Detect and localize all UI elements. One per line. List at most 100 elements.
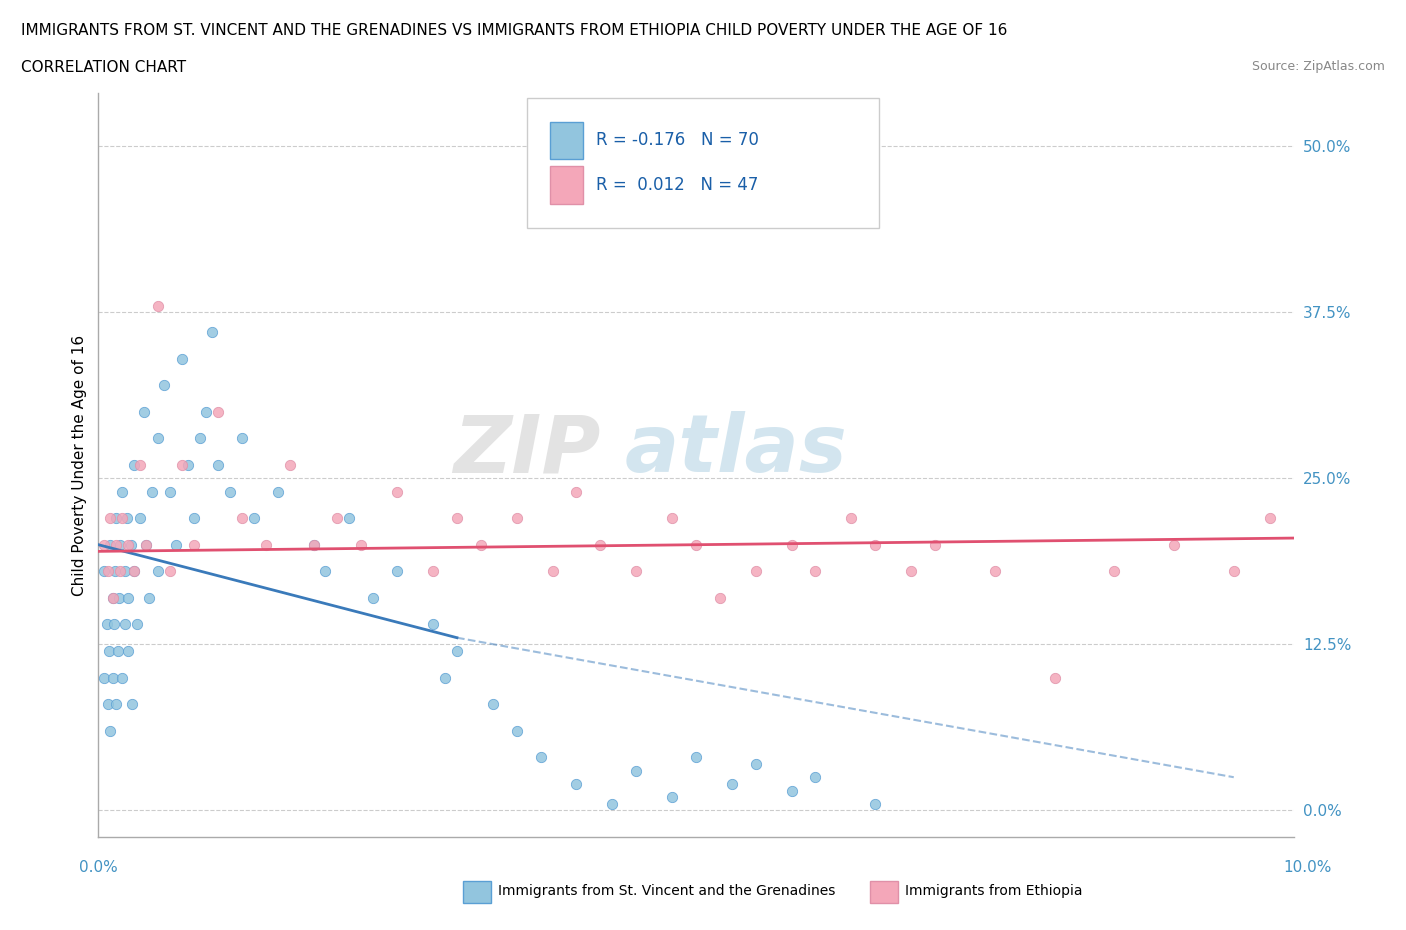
Text: 0.0%: 0.0% bbox=[79, 860, 118, 875]
Point bbox=[350, 538, 373, 552]
Point bbox=[589, 538, 612, 552]
Point bbox=[105, 697, 128, 711]
Point bbox=[302, 538, 325, 552]
Point bbox=[148, 299, 170, 313]
Point bbox=[120, 538, 142, 552]
Point bbox=[101, 671, 124, 685]
Point bbox=[626, 764, 648, 778]
Point bbox=[1223, 564, 1246, 578]
Text: 10.0%: 10.0% bbox=[1284, 860, 1331, 875]
Point bbox=[172, 458, 194, 472]
Point bbox=[132, 405, 155, 419]
Point bbox=[302, 538, 325, 552]
Point bbox=[315, 564, 337, 578]
Point bbox=[541, 564, 564, 578]
Text: Immigrants from Ethiopia: Immigrants from Ethiopia bbox=[905, 884, 1083, 898]
Point bbox=[105, 511, 128, 525]
Point bbox=[207, 458, 229, 472]
Point bbox=[111, 671, 134, 685]
Point bbox=[626, 564, 648, 578]
Point bbox=[107, 591, 129, 605]
Point bbox=[602, 796, 624, 811]
Text: IMMIGRANTS FROM ST. VINCENT AND THE GRENADINES VS IMMIGRANTS FROM ETHIOPIA CHILD: IMMIGRANTS FROM ST. VINCENT AND THE GREN… bbox=[21, 23, 1008, 38]
Point bbox=[188, 431, 211, 445]
Point bbox=[1258, 511, 1281, 525]
Point bbox=[117, 538, 139, 552]
Point bbox=[114, 617, 136, 631]
Point bbox=[165, 538, 187, 552]
Point bbox=[93, 564, 115, 578]
Point bbox=[98, 538, 122, 552]
Point bbox=[804, 564, 827, 578]
Point bbox=[115, 511, 138, 525]
Point bbox=[721, 777, 744, 791]
Y-axis label: Child Poverty Under the Age of 16: Child Poverty Under the Age of 16 bbox=[72, 335, 87, 595]
Point bbox=[96, 617, 118, 631]
Point bbox=[434, 671, 457, 685]
Point bbox=[159, 564, 181, 578]
Point bbox=[231, 511, 253, 525]
Point bbox=[153, 378, 176, 392]
Point bbox=[1043, 671, 1066, 685]
Point bbox=[804, 770, 827, 785]
Point bbox=[385, 485, 409, 499]
Point bbox=[93, 538, 115, 552]
Point bbox=[93, 671, 115, 685]
Point bbox=[661, 790, 683, 804]
Point bbox=[780, 783, 803, 798]
Point bbox=[141, 485, 163, 499]
Point bbox=[117, 591, 139, 605]
Point bbox=[231, 431, 253, 445]
Point bbox=[470, 538, 492, 552]
Point bbox=[135, 538, 157, 552]
Point bbox=[745, 756, 768, 771]
Point bbox=[481, 697, 505, 711]
Point bbox=[685, 750, 707, 764]
Point bbox=[114, 564, 136, 578]
Point bbox=[129, 511, 152, 525]
Point bbox=[385, 564, 409, 578]
Point bbox=[98, 724, 122, 738]
Point bbox=[148, 431, 170, 445]
Point bbox=[219, 485, 242, 499]
Point bbox=[104, 564, 127, 578]
Point bbox=[865, 796, 887, 811]
Point bbox=[101, 591, 124, 605]
Text: R = -0.176   N = 70: R = -0.176 N = 70 bbox=[596, 131, 759, 150]
Point bbox=[108, 564, 131, 578]
Point bbox=[98, 511, 122, 525]
Point bbox=[97, 697, 120, 711]
Point bbox=[183, 538, 205, 552]
Point bbox=[129, 458, 152, 472]
Point bbox=[105, 538, 128, 552]
Point bbox=[254, 538, 277, 552]
Text: atlas: atlas bbox=[624, 411, 846, 489]
Point bbox=[685, 538, 707, 552]
Point bbox=[661, 511, 683, 525]
Point bbox=[177, 458, 200, 472]
Point bbox=[1104, 564, 1126, 578]
Text: R =  0.012   N = 47: R = 0.012 N = 47 bbox=[596, 176, 758, 194]
Point bbox=[243, 511, 266, 525]
Point bbox=[124, 564, 146, 578]
Point bbox=[339, 511, 361, 525]
Point bbox=[107, 644, 129, 658]
Point bbox=[780, 538, 803, 552]
Point bbox=[530, 750, 553, 764]
Text: ZIP: ZIP bbox=[453, 411, 600, 489]
Point bbox=[446, 511, 468, 525]
Point bbox=[148, 564, 170, 578]
Point bbox=[422, 564, 444, 578]
Point bbox=[709, 591, 731, 605]
Text: CORRELATION CHART: CORRELATION CHART bbox=[21, 60, 186, 75]
Point bbox=[101, 591, 124, 605]
Point bbox=[506, 724, 529, 738]
Point bbox=[326, 511, 349, 525]
Point bbox=[138, 591, 160, 605]
Point bbox=[183, 511, 205, 525]
Point bbox=[745, 564, 768, 578]
Point bbox=[1163, 538, 1185, 552]
Point bbox=[363, 591, 385, 605]
Point bbox=[117, 644, 139, 658]
Point bbox=[98, 644, 121, 658]
